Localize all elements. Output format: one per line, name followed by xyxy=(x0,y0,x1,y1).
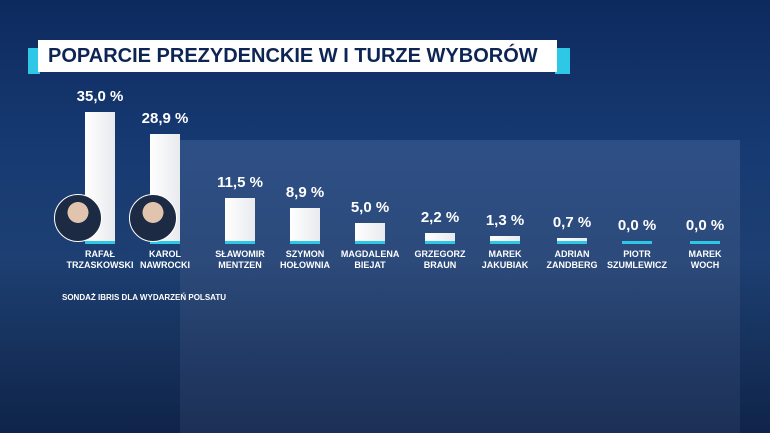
value-label: 0,7 % xyxy=(552,214,592,232)
bar-base xyxy=(490,241,520,244)
category-label: GRZEGORZ BRAUN xyxy=(414,249,466,270)
bar-base xyxy=(690,241,720,244)
candidate-photo xyxy=(129,194,177,242)
value-label: 0,0 % xyxy=(685,217,725,234)
bar xyxy=(490,236,520,241)
bar-base xyxy=(85,241,115,244)
value-label: 11,5 % xyxy=(217,174,263,192)
category-label: SZYMON HOŁOWNIA xyxy=(280,249,331,270)
category-label: SŁAWOMIR MENTZEN xyxy=(215,249,265,270)
bar-base xyxy=(557,241,587,244)
category-label: MAGDALENA BIEJAT xyxy=(340,249,400,270)
category-label: PIOTR SZUMLEWICZ xyxy=(607,249,668,270)
value-label: 35,0 % xyxy=(76,87,124,105)
value-label: 8,9 % xyxy=(285,184,325,202)
category-label: KAROL NAWROCKI xyxy=(140,249,190,270)
value-label: 1,3 % xyxy=(485,212,525,230)
background-building xyxy=(180,140,740,433)
bar-base xyxy=(150,241,180,244)
value-label: 5,0 % xyxy=(350,198,390,216)
category-label: RAFAŁ TRZASKOWSKI xyxy=(66,249,134,270)
category-label: MAREK WOCH xyxy=(688,249,722,270)
bar-base xyxy=(290,241,320,244)
accent-strip xyxy=(555,48,570,74)
bar xyxy=(355,222,385,241)
bar-base xyxy=(355,241,385,244)
bar-base xyxy=(622,241,652,244)
bar xyxy=(425,232,455,241)
bar xyxy=(557,238,587,241)
value-label: 0,0 % xyxy=(617,217,657,234)
bar xyxy=(225,198,255,241)
bar-base xyxy=(425,241,455,244)
value-label: 28,9 % xyxy=(141,110,189,128)
candidate-photo xyxy=(54,194,102,242)
value-label: 2,2 % xyxy=(420,208,460,226)
chart-title: POPARCIE PREZYDENCKIE W I TURZE WYBORÓW xyxy=(38,40,557,72)
bar-base xyxy=(225,241,255,244)
accent-strip xyxy=(28,48,40,74)
bar xyxy=(290,208,320,241)
category-label: MAREK JAKUBIAK xyxy=(481,249,529,270)
category-label: ADRIAN ZANDBERG xyxy=(546,249,598,270)
source-note: SONDAŻ IBRIS DLA WYDARZEŃ POLSATU xyxy=(62,293,226,302)
